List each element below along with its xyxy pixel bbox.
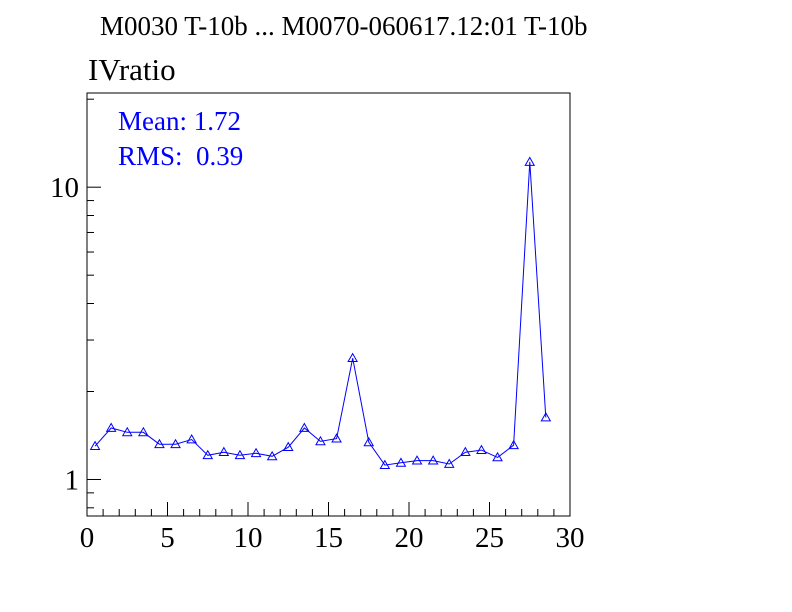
y-tick-label: 10 — [50, 172, 79, 204]
data-point-marker — [315, 435, 326, 446]
x-tick-label: 15 — [314, 522, 343, 554]
histogram-name: IVratio — [88, 52, 176, 87]
data-point-marker — [411, 455, 423, 465]
data-point-marker — [443, 458, 455, 468]
data-point-marker — [154, 438, 165, 449]
data-point-marker — [186, 434, 198, 444]
series-line — [89, 156, 552, 469]
data-point-marker — [121, 426, 133, 437]
x-tick-label: 25 — [475, 522, 504, 554]
data-point-marker — [234, 449, 246, 460]
data-point-marker — [524, 156, 536, 166]
data-point-marker — [427, 455, 439, 465]
data-point-marker — [395, 457, 407, 467]
stats-rms: RMS: 0.39 — [118, 141, 243, 171]
data-point-marker — [170, 438, 181, 449]
data-point-marker — [89, 440, 101, 451]
data-point-marker — [476, 444, 487, 455]
x-tick-label: 30 — [556, 522, 585, 554]
stats-mean: Mean: 1.72 — [118, 106, 241, 136]
data-point-marker — [331, 433, 342, 443]
data-point-marker — [492, 451, 503, 462]
data-point-marker — [363, 436, 375, 447]
data-point-marker — [298, 422, 310, 432]
y-axis: 1 10 — [50, 98, 101, 509]
data-point-marker — [508, 439, 520, 450]
x-axis: 0 5 10 15 20 25 30 — [80, 502, 585, 554]
data-point-marker — [137, 426, 149, 437]
data-point-marker — [218, 446, 230, 457]
series-polyline — [94, 161, 547, 466]
data-point-marker — [266, 450, 278, 461]
x-tick-label: 20 — [395, 522, 424, 554]
x-tick-label: 5 — [160, 522, 175, 554]
data-point-marker — [105, 422, 117, 432]
x-tick-label: 0 — [80, 522, 95, 554]
x-tick-label: 10 — [234, 522, 263, 554]
y-tick-label: 1 — [65, 464, 80, 496]
data-point-marker — [282, 441, 294, 452]
data-point-marker — [459, 446, 471, 457]
data-point-marker — [250, 447, 262, 458]
data-point-marker — [202, 449, 214, 460]
data-point-marker — [379, 459, 391, 469]
chart-header-title: M0030 T-10b ... M0070-060617.12:01 T-10b — [100, 11, 588, 41]
data-point-marker — [347, 352, 359, 363]
data-point-marker — [540, 411, 552, 422]
